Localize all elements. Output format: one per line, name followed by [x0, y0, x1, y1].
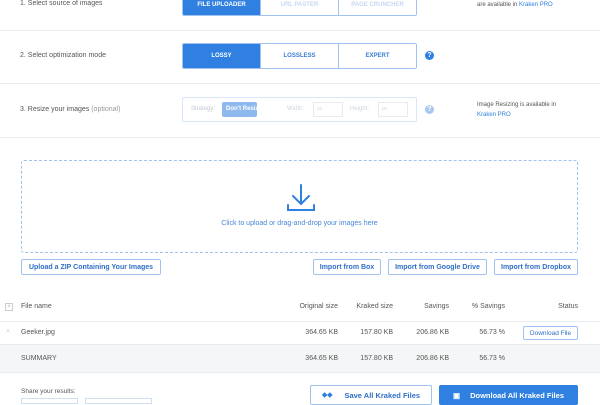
dropzone-text: Click to upload or drag-and-drop your im… — [221, 220, 378, 227]
file-name: Geeker.jpg — [21, 329, 55, 336]
kraken-pro-link[interactable]: Kraken PRO — [477, 112, 511, 118]
header-pct-savings: % Savings — [471, 303, 505, 310]
share-button[interactable] — [21, 398, 78, 404]
height-label: Height: — [350, 106, 370, 112]
step3-label: 3. Resize your images (optional) — [20, 106, 120, 113]
header-file-name: File name — [21, 303, 52, 310]
height-input[interactable]: px — [378, 102, 408, 117]
optional-label: (optional) — [91, 106, 121, 113]
download-file-button[interactable]: Download File — [523, 326, 578, 340]
summary-label: SUMMARY — [21, 355, 57, 362]
header-savings: Savings — [424, 303, 449, 310]
original-size: 364.65 KB — [305, 329, 338, 336]
save-all-button[interactable]: ⬥⬥ Save All Kraked Files — [310, 385, 432, 405]
step3-label-text: 3. Resize your images — [20, 106, 90, 113]
kraken-pro-link[interactable]: Kraken PRO — [519, 2, 553, 8]
savings: 206.86 KB — [416, 329, 449, 336]
width-label: Width: — [287, 106, 305, 112]
step1-label: 1. Select source of images — [20, 0, 103, 7]
pct-savings: 56.73 % — [479, 329, 505, 336]
import-dropbox-button[interactable]: Import from Dropbox — [494, 259, 578, 275]
summary-row: SUMMARY 364.65 KB 157.80 KB 206.86 KB 56… — [0, 344, 600, 373]
width-input[interactable]: px — [313, 102, 343, 117]
kraked-size: 157.80 KB — [360, 329, 393, 336]
remove-file-icon[interactable]: × — [6, 328, 11, 335]
download-all-label: Download All Kraked Files — [470, 390, 564, 400]
share-button[interactable] — [85, 398, 152, 404]
tab-lossy[interactable]: LOSSY — [183, 44, 260, 68]
pro-note-3: Image Resizing is available in Kraken PRO — [477, 100, 556, 120]
tab-lossless[interactable]: LOSSLESS — [260, 44, 338, 68]
download-box-icon: ▣ — [452, 390, 461, 400]
tab-page-cruncher[interactable]: PAGE CRUNCHER — [338, 0, 416, 15]
import-box-button[interactable]: Import from Box — [313, 259, 381, 275]
divider — [0, 137, 600, 138]
divider — [0, 321, 600, 322]
strategy-select[interactable]: Don't Resize ▾ — [222, 102, 266, 117]
divider — [0, 83, 600, 84]
header-original-size: Original size — [299, 303, 338, 310]
resize-box: Strategy: Don't Resize ▾ Width: px Heigh… — [182, 97, 417, 122]
strategy-label: Strategy: — [191, 106, 216, 112]
dropbox-icon: ⬥⬥ — [321, 390, 333, 399]
upload-dropzone[interactable]: Click to upload or drag-and-drop your im… — [21, 160, 578, 253]
source-selector: FILE UPLOADER URL PASTER PAGE CRUNCHER — [182, 0, 417, 16]
summary-pct: 56.73 % — [479, 355, 505, 362]
share-label: Share your results: — [21, 388, 76, 395]
clear-all-icon[interactable]: × — [5, 303, 13, 311]
pro-note-1: are available in Kraken PRO — [477, 2, 553, 8]
tab-file-uploader[interactable]: FILE UPLOADER — [183, 0, 260, 15]
help-icon[interactable]: ? — [425, 105, 434, 114]
header-status: Status — [558, 303, 578, 310]
summary-kraked: 157.80 KB — [360, 355, 393, 362]
import-gdrive-button[interactable]: Import from Google Drive — [388, 259, 487, 275]
divider — [0, 30, 600, 31]
download-all-button[interactable]: ▣ Download All Kraked Files — [439, 385, 578, 405]
pro-note-text: Image Resizing is available in — [477, 102, 557, 108]
tab-url-paster[interactable]: URL PASTER — [260, 0, 338, 15]
mode-selector: LOSSY LOSSLESS EXPERT — [182, 43, 417, 69]
help-icon[interactable]: ? — [425, 51, 434, 60]
step2-label: 2. Select optimization mode — [20, 52, 106, 59]
summary-original: 364.65 KB — [305, 355, 338, 362]
summary-savings: 206.86 KB — [416, 355, 449, 362]
download-arrow-icon — [287, 184, 315, 211]
tab-expert[interactable]: EXPERT — [338, 44, 416, 68]
pro-note-text: are available in — [477, 2, 520, 8]
upload-zip-button[interactable]: Upload a ZIP Containing Your Images — [21, 259, 161, 275]
header-kraked-size: Kraked size — [356, 303, 393, 310]
strategy-value: Don't Resize — [226, 106, 262, 112]
save-all-label: Save All Kraked Files — [344, 390, 421, 400]
